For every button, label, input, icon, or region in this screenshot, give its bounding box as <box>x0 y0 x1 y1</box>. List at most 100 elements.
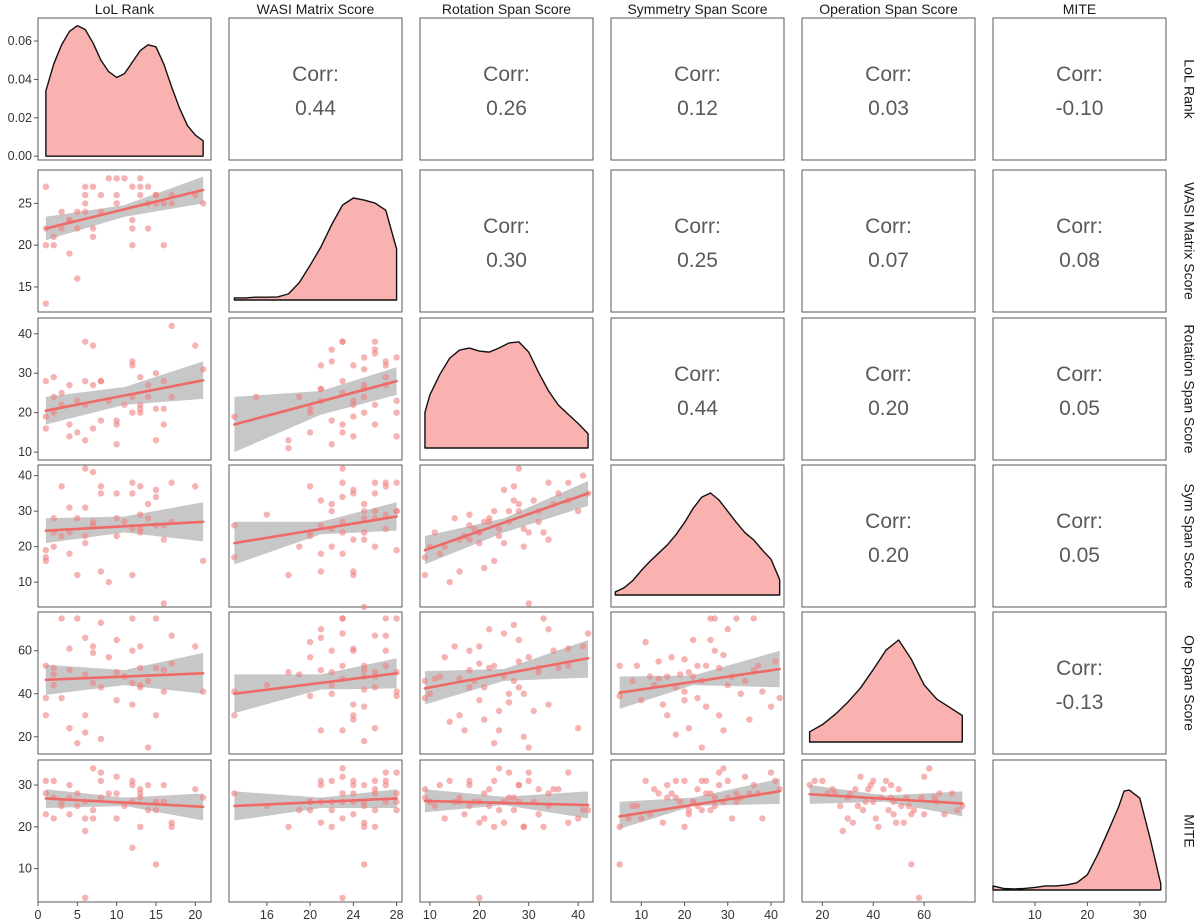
y-tick-label: 30 <box>18 366 32 380</box>
data-point <box>540 615 547 622</box>
data-point <box>535 518 542 525</box>
data-point <box>81 827 89 835</box>
data-point <box>129 490 136 497</box>
data-point <box>545 626 552 633</box>
data-point <box>42 241 50 249</box>
panel-r0-c1: Corr: 0.44 <box>228 17 403 161</box>
data-point <box>887 781 895 789</box>
data-point <box>360 703 368 710</box>
data-point <box>89 765 97 772</box>
data-point <box>350 712 357 719</box>
data-point <box>505 507 513 515</box>
fit-line <box>423 492 590 552</box>
data-point <box>328 441 335 448</box>
fit-line <box>618 790 781 818</box>
data-point <box>872 815 879 822</box>
data-point <box>767 769 775 776</box>
data-point <box>42 557 50 565</box>
panel-r0-c2: Corr: 0.26 <box>419 17 594 161</box>
data-point <box>476 660 483 667</box>
y-tick-label: 30 <box>18 778 32 792</box>
data-point <box>152 861 160 868</box>
data-point <box>698 744 706 751</box>
data-point <box>129 525 136 533</box>
data-point <box>481 790 488 797</box>
panel-frame <box>610 317 785 461</box>
data-point <box>360 507 368 515</box>
data-point <box>74 208 81 215</box>
data-point <box>160 781 168 789</box>
data-point <box>836 802 844 810</box>
data-point <box>339 377 346 385</box>
data-point <box>81 634 89 642</box>
data-point <box>152 712 160 719</box>
data-point <box>339 727 346 734</box>
data-point <box>339 529 346 536</box>
data-point <box>160 377 168 385</box>
data-point <box>681 823 688 831</box>
data-point <box>446 578 453 586</box>
panel-r0-c5: Corr: -0.10 <box>992 17 1167 161</box>
panel-r3-c4: Corr: 0.20 <box>801 464 976 608</box>
panel-frame <box>801 317 976 461</box>
data-point <box>371 421 379 428</box>
corr-label: Corr: <box>674 363 721 386</box>
data-point <box>890 811 897 818</box>
data-point <box>495 765 503 772</box>
data-point <box>382 632 389 639</box>
data-point <box>339 615 346 622</box>
corr-value: 0.05 <box>1059 397 1100 420</box>
data-point <box>81 208 89 215</box>
data-point <box>733 798 740 805</box>
data-point <box>296 806 303 814</box>
data-point <box>296 671 303 678</box>
data-point <box>113 175 120 182</box>
corr-label: Corr: <box>865 63 912 86</box>
data-point <box>579 806 587 814</box>
data-point <box>121 175 128 182</box>
data-point <box>137 664 144 672</box>
data-point <box>306 409 314 416</box>
data-point <box>89 518 97 525</box>
panel-r5-c3 <box>610 759 785 903</box>
data-point <box>579 643 587 650</box>
data-point <box>306 692 314 700</box>
data-point <box>456 712 463 719</box>
data-point <box>668 790 675 797</box>
data-point <box>505 769 513 776</box>
data-point <box>74 615 81 622</box>
y-tick-label: 20 <box>18 406 32 420</box>
corr-value: 0.12 <box>677 97 718 120</box>
data-point <box>89 233 97 241</box>
data-point <box>50 815 57 822</box>
panel-frame <box>992 17 1167 161</box>
data-point <box>129 241 136 249</box>
data-point <box>74 275 81 282</box>
data-point <box>74 802 81 810</box>
data-point <box>129 409 136 416</box>
row-strip-label: LoL Rank <box>1181 59 1197 119</box>
data-point <box>694 694 701 702</box>
panel-r2-c3: Corr: 0.44 <box>610 317 785 461</box>
data-point <box>137 409 144 416</box>
panel-r5-c1 <box>228 759 403 903</box>
corr-label: Corr: <box>865 510 912 533</box>
data-point <box>199 688 207 695</box>
data-point <box>74 740 81 747</box>
data-point <box>393 769 400 776</box>
panel-frame <box>801 17 976 161</box>
data-point <box>920 811 928 818</box>
data-point <box>81 338 89 345</box>
data-point <box>759 815 766 822</box>
data-point <box>66 645 73 652</box>
data-point <box>89 679 97 687</box>
data-point <box>42 300 50 307</box>
data-point <box>371 479 379 486</box>
data-point <box>113 697 120 704</box>
data-point <box>490 823 498 831</box>
data-point <box>481 684 488 691</box>
data-point <box>672 777 680 785</box>
data-point <box>263 511 271 518</box>
data-point <box>129 679 136 687</box>
data-point <box>42 790 50 797</box>
